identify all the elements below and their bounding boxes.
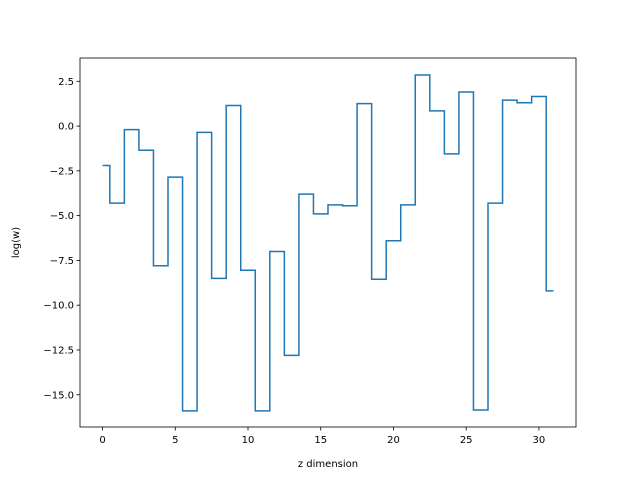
x-tick-label: 0 bbox=[99, 435, 105, 446]
x-tick-label: 25 bbox=[460, 435, 473, 446]
x-tick-label: 10 bbox=[242, 435, 255, 446]
x-axis-label: z dimension bbox=[298, 459, 358, 470]
y-axis: 2.5 0.0 −2.5 −5.0 −7.5 −10.0 −12.5 −15.0 bbox=[43, 77, 80, 401]
plot-area bbox=[102, 74, 554, 412]
x-axis: 0 5 10 15 20 25 30 bbox=[99, 427, 545, 446]
x-tick-label: 30 bbox=[533, 435, 546, 446]
y-tick-label: −10.0 bbox=[43, 301, 74, 312]
x-tick-label: 5 bbox=[172, 435, 178, 446]
axes-frame bbox=[79, 57, 577, 428]
y-tick-label: −7.5 bbox=[50, 256, 74, 267]
y-axis-label: log(w) bbox=[11, 227, 22, 258]
series-line-0 bbox=[102, 74, 554, 412]
y-tick-label: −12.5 bbox=[43, 345, 74, 356]
y-tick-label: 2.5 bbox=[58, 77, 74, 88]
y-tick-label: −5.0 bbox=[50, 211, 74, 222]
x-tick-label: 20 bbox=[387, 435, 400, 446]
x-tick-label: 15 bbox=[314, 435, 327, 446]
y-tick-label: −15.0 bbox=[43, 390, 74, 401]
y-tick-label: −2.5 bbox=[50, 166, 74, 177]
y-tick-label: 0.0 bbox=[58, 122, 74, 133]
